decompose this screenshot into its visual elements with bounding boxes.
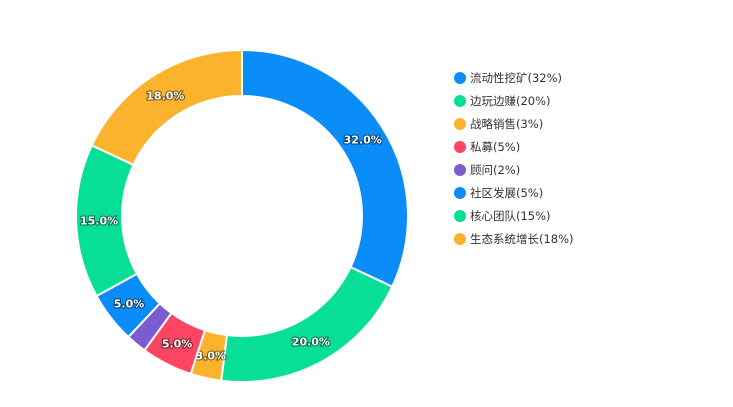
legend-marker-icon [454,117,466,130]
legend-marker-icon [454,71,466,84]
legend-item-战略销售[interactable]: 战略销售(3%) [454,112,574,135]
legend-marker-icon [454,186,466,199]
legend-item-生态系统增长[interactable]: 生态系统增长(18%) [454,227,574,250]
legend-label: 私募(5%) [470,139,521,154]
legend-marker-icon [454,94,466,107]
legend-label: 边玩边赚(20%) [470,93,551,108]
legend-label: 社区发展(5%) [470,185,544,200]
legend-label: 生态系统增长(18%) [470,231,574,246]
slice-label-生态系统增长: 18.0% [146,89,184,102]
slice-流动性挖矿[interactable] [241,48,409,289]
slice-label-流动性挖矿: 32.0% [344,133,382,146]
legend-marker-icon [454,140,466,153]
slice-边玩边赚[interactable] [220,265,394,383]
legend-item-社区发展[interactable]: 社区发展(5%) [454,181,574,204]
slice-label-核心团队: 15.0% [80,214,118,227]
legend-marker-icon [454,209,466,222]
legend-label: 核心团队(15%) [470,208,551,223]
slice-label-社区发展: 5.0% [114,298,145,311]
slice-label-边玩边赚: 20.0% [292,335,330,348]
legend-item-边玩边赚[interactable]: 边玩边赚(20%) [454,89,574,112]
legend-marker-icon [454,163,466,176]
slice-label-战略销售: 3.0% [196,350,227,363]
slice-label-私募: 5.0% [162,337,193,350]
legend-label: 战略销售(3%) [470,116,544,131]
legend-marker-icon [454,232,466,245]
legend-item-私募[interactable]: 私募(5%) [454,135,574,158]
slice-生态系统增长[interactable] [90,48,243,167]
legend-item-核心团队[interactable]: 核心团队(15%) [454,204,574,227]
legend: 流动性挖矿(32%) 边玩边赚(20%) 战略销售(3%) 私募(5%) 顾问(2%) 社… [454,66,574,250]
legend-label: 流动性挖矿(32%) [470,70,563,85]
legend-label: 顾问(2%) [470,162,521,177]
legend-item-流动性挖矿[interactable]: 流动性挖矿(32%) [454,66,574,89]
legend-item-顾问[interactable]: 顾问(2%) [454,158,574,181]
